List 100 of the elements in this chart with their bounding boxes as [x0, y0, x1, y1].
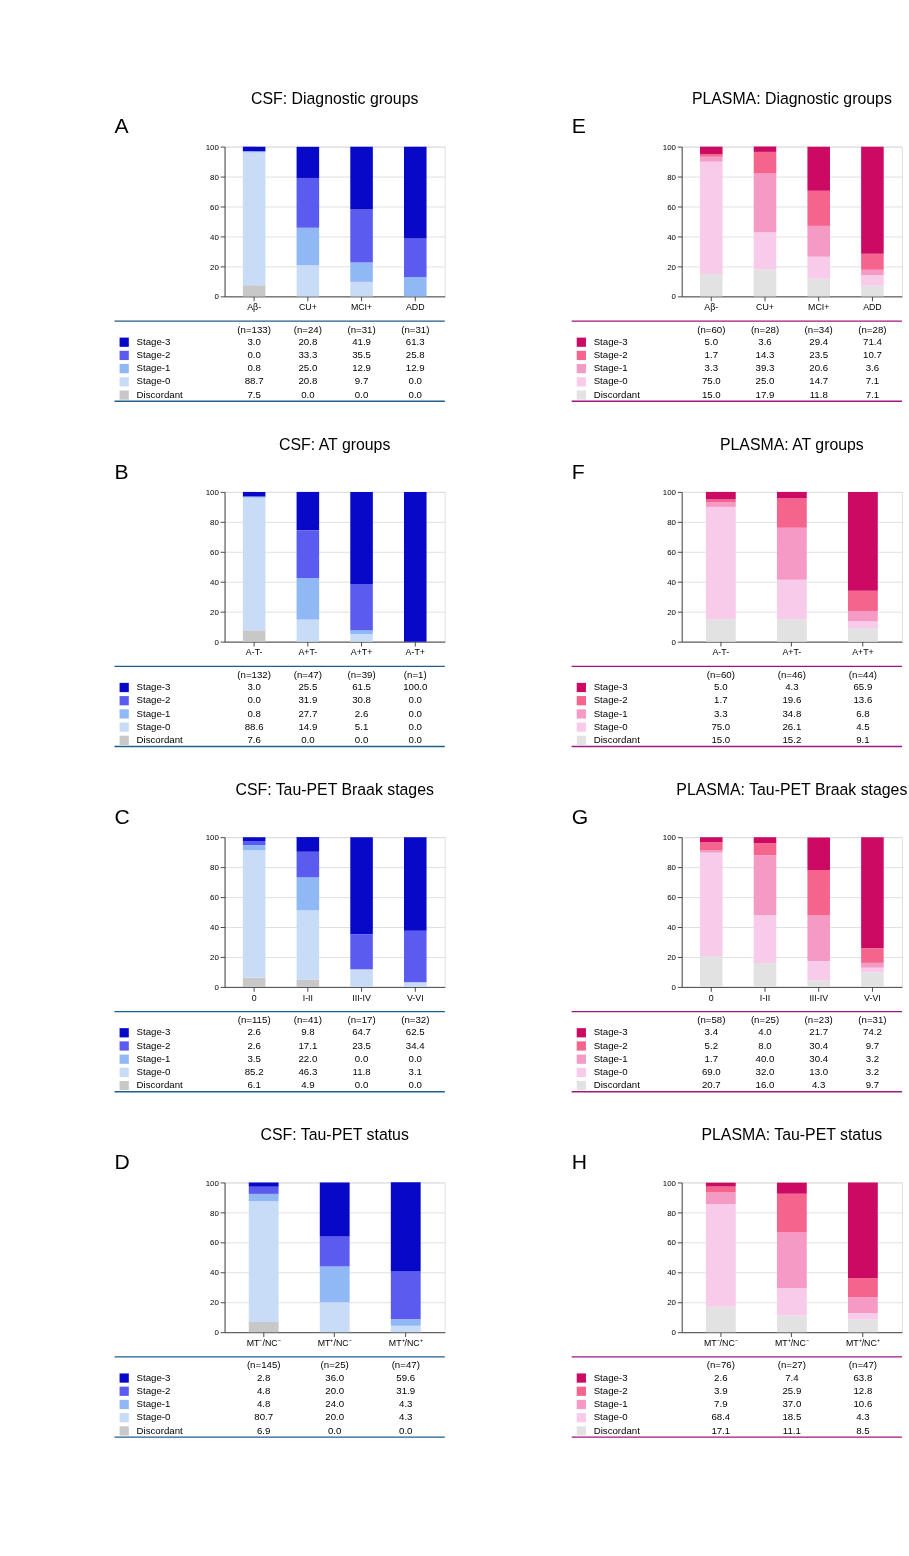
data-label: 1.7: [704, 1052, 719, 1064]
bar: [807, 870, 830, 916]
y-tick-label: 80: [667, 517, 677, 527]
legend-label: Discordant: [136, 733, 184, 745]
bar: [350, 584, 373, 631]
y-tick-label: 100: [662, 142, 677, 152]
data-label: 7.5: [247, 388, 261, 400]
bar: [753, 843, 777, 856]
data-label: 63.8: [853, 1371, 873, 1383]
bar: [403, 930, 427, 983]
legend-label: Stage-2: [593, 349, 628, 361]
text: (n=46): [777, 668, 806, 680]
data-label: 40.0: [755, 1052, 775, 1064]
data-label: 14.7: [809, 375, 829, 387]
data-label: 20.7: [701, 1079, 721, 1091]
data-label: 7.9: [714, 1398, 728, 1410]
bar: [700, 161, 723, 274]
data-label: 22.0: [298, 1052, 318, 1064]
legend-label: Stage-1: [136, 1398, 171, 1410]
data-label: 17.1: [711, 1424, 731, 1436]
text: (n=58): [697, 1014, 726, 1026]
bar: [390, 1319, 421, 1326]
legend-label: Stage-2: [136, 349, 171, 361]
y-tick-label: 40: [667, 1268, 677, 1278]
x-tick-label: A+T+: [350, 647, 373, 658]
x-tick-label: I-II: [759, 992, 771, 1003]
bar: [248, 1182, 279, 1187]
bar: [776, 1182, 807, 1194]
bar: [403, 837, 427, 931]
data-label: 71.4: [863, 335, 883, 347]
data-label: 9.1: [856, 733, 870, 745]
x-tick-label: CU+: [298, 302, 317, 313]
x-tick-label: MT⁻/NC⁻: [246, 1337, 281, 1348]
bar: [390, 1271, 421, 1320]
data-label: 7.4: [785, 1371, 800, 1383]
legend-label: Stage-1: [593, 1398, 628, 1410]
legend-label: Stage-3: [136, 1371, 171, 1383]
data-label: 19.6: [782, 694, 802, 706]
legend-label: Stage-0: [593, 720, 628, 732]
x-tick-label: A+T-: [298, 647, 318, 658]
data-label: 15.0: [701, 388, 721, 400]
y-tick-label: 40: [667, 923, 677, 933]
data-label: 12.8: [853, 1384, 873, 1396]
data-label: 35.5: [352, 349, 371, 361]
data-label: 20.0: [325, 1384, 345, 1396]
bar: [700, 146, 723, 155]
text: (n=27): [777, 1359, 806, 1371]
legend-label: Stage-1: [136, 707, 171, 719]
data-label: 7.1: [865, 375, 880, 387]
bar: [296, 577, 320, 620]
bar: [403, 238, 427, 278]
bar: [296, 877, 320, 911]
data-label: 26.1: [782, 720, 802, 732]
y-tick-label: 80: [210, 1208, 220, 1218]
y-tick-label: 80: [667, 172, 677, 182]
bar: [319, 1266, 350, 1303]
bar: [350, 630, 373, 635]
x-tick-label: A-T-: [712, 647, 730, 658]
data-label: 3.3: [704, 362, 719, 374]
data-label: 12.9: [405, 362, 425, 374]
data-label: 61.5: [352, 681, 371, 693]
x-tick-label: 0: [708, 992, 714, 1003]
bar: [390, 1182, 421, 1272]
bar: [700, 156, 723, 162]
x-tick-label: A+T-: [782, 647, 802, 658]
legend-label: Stage-1: [593, 1052, 628, 1064]
data-label: 16.0: [755, 1079, 775, 1091]
x-tick-label: III-IV: [809, 992, 829, 1003]
y-tick-label: 60: [210, 1238, 220, 1248]
data-label: 0.8: [247, 707, 261, 719]
y-tick-label: 100: [662, 833, 677, 843]
data-label: 3.4: [704, 1026, 719, 1038]
data-label: 10.6: [853, 1398, 873, 1410]
data-label: 0.0: [354, 388, 369, 400]
y-tick-label: 20: [667, 1298, 677, 1308]
y-tick-label: 60: [667, 202, 677, 212]
bar: [350, 934, 373, 970]
legend-label: Stage-3: [593, 1026, 628, 1038]
text: (n=39): [347, 668, 376, 680]
bar: [248, 1193, 279, 1202]
data-label: 1.7: [704, 349, 719, 361]
bar: [248, 1186, 279, 1194]
bar: [753, 232, 777, 270]
bar: [807, 961, 830, 981]
y-tick-label: 60: [667, 893, 677, 903]
data-label: 23.5: [352, 1039, 371, 1051]
bar: [776, 1287, 807, 1316]
chart-title: CSF: Tau-PET status: [260, 1126, 409, 1144]
text: (n=60): [706, 668, 735, 680]
bar: [847, 590, 878, 612]
data-label: 25.8: [405, 349, 425, 361]
text: E: [571, 114, 586, 138]
y-tick-label: 100: [205, 1178, 220, 1188]
data-label: 4.0: [758, 1026, 772, 1038]
bar: [861, 837, 884, 949]
bar: [319, 1182, 350, 1237]
text: (n=47): [391, 1359, 420, 1371]
bar: [242, 850, 266, 978]
data-label: 2.6: [247, 1039, 261, 1051]
data-label: 30.4: [809, 1052, 829, 1064]
